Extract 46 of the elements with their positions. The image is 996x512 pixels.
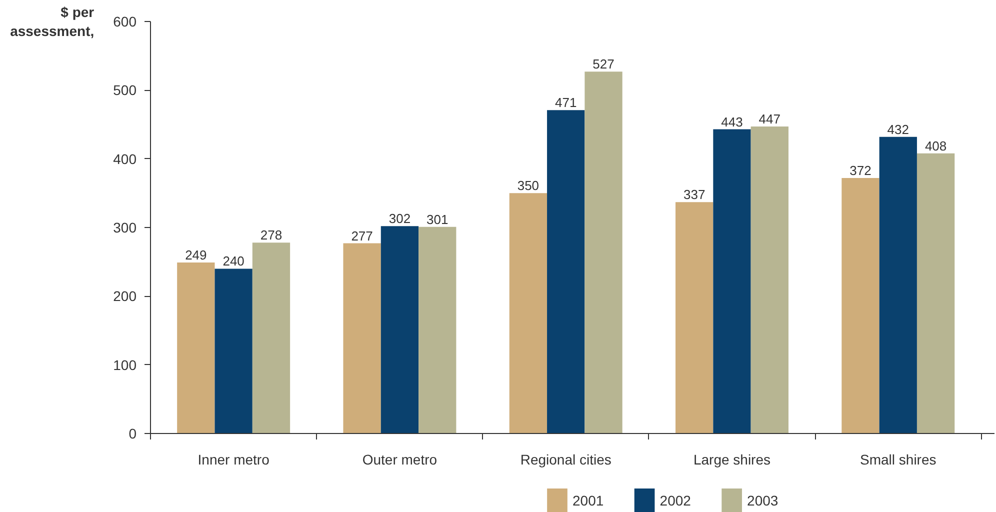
data-label: 471 xyxy=(555,95,577,110)
data-label: 408 xyxy=(924,138,947,154)
y-axis-title: $ per assessment, xyxy=(10,4,95,40)
y-tick-label: 400 xyxy=(113,150,137,167)
bar xyxy=(750,126,788,434)
legend-label: 2003 xyxy=(747,492,778,508)
bar xyxy=(418,226,456,434)
bar xyxy=(584,72,622,434)
x-tick-label: Regional cities xyxy=(520,452,612,468)
y-tick-label: 500 xyxy=(113,82,137,98)
data-label: 277 xyxy=(351,228,373,244)
x-tick-label: Large shires xyxy=(693,452,771,468)
y-tick-label: 0 xyxy=(128,426,137,442)
y-tick-label: 200 xyxy=(113,288,137,304)
x-tick-label: Inner metro xyxy=(198,452,270,468)
data-label: 527 xyxy=(592,56,614,72)
bar xyxy=(509,193,548,434)
data-label: 337 xyxy=(683,187,706,202)
bar xyxy=(879,136,917,434)
bar xyxy=(214,268,252,434)
data-label: 249 xyxy=(185,248,207,263)
data-label: 372 xyxy=(850,163,872,178)
bar xyxy=(547,110,585,434)
bar xyxy=(380,226,419,434)
data-label: 443 xyxy=(721,114,743,130)
legend-label: 2001 xyxy=(572,492,604,508)
y-tick-label: 300 xyxy=(113,220,137,236)
bar xyxy=(842,178,880,434)
x-tick-label: Outer metro xyxy=(362,452,438,468)
data-label: 447 xyxy=(758,112,781,127)
data-label: 240 xyxy=(222,254,244,269)
x-tick-label: Small shires xyxy=(860,452,936,468)
bar xyxy=(343,243,381,434)
legend-label: 2002 xyxy=(660,492,692,508)
data-label: 302 xyxy=(388,211,411,226)
data-label: 278 xyxy=(260,228,282,243)
bar xyxy=(252,242,290,434)
bar xyxy=(177,262,215,434)
y-tick-label: 600 xyxy=(113,14,137,30)
bar xyxy=(713,129,751,434)
data-label: 350 xyxy=(517,178,540,194)
y-tick-label: 100 xyxy=(113,356,137,373)
data-label: 432 xyxy=(887,122,909,137)
bar xyxy=(676,202,714,434)
data-label: 301 xyxy=(426,212,448,227)
bar xyxy=(916,153,955,434)
